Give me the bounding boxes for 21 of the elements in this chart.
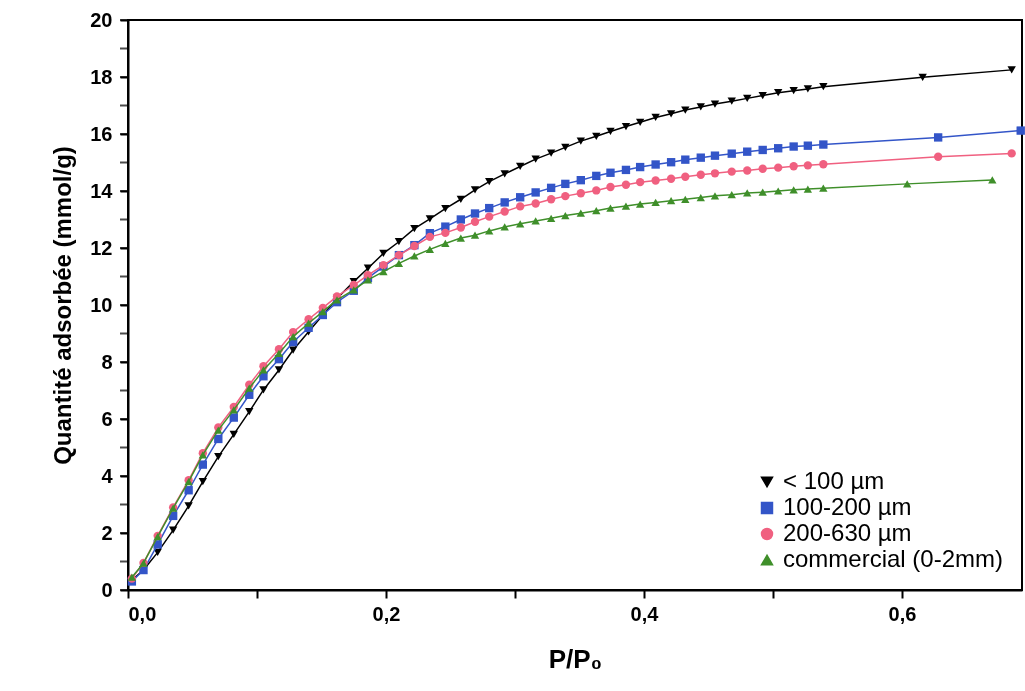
x-tick-label: 0,6 [888, 602, 917, 625]
y-axis-title: Quantité adsorbée (mmol/g) [49, 146, 77, 465]
x-tick-label: 0,2 [372, 602, 401, 625]
y-tick-label: 6 [101, 407, 113, 430]
y-tick-label: 16 [90, 122, 113, 145]
y-tick-label: 18 [90, 65, 113, 88]
x-tick-label: 0,0 [128, 602, 157, 625]
y-tick-label: 10 [90, 293, 113, 316]
y-tick-label: 0 [101, 578, 113, 601]
x-tick-label: 0,4 [630, 602, 660, 625]
y-tick-label: 12 [90, 236, 113, 259]
legend-label: < 100 µm [783, 467, 885, 494]
legend-label: commercial (0-2mm) [783, 545, 1004, 572]
y-tick-label: 14 [90, 179, 114, 202]
y-tick-label: 4 [101, 464, 114, 487]
legend-label: 100-200 µm [783, 493, 912, 520]
y-tick-label: 20 [90, 8, 113, 31]
y-tick-label: 2 [101, 521, 113, 544]
x-axis-title: P/P₀ [548, 643, 603, 674]
legend-label: 200-630 µm [783, 519, 912, 546]
y-tick-label: 8 [101, 350, 113, 373]
